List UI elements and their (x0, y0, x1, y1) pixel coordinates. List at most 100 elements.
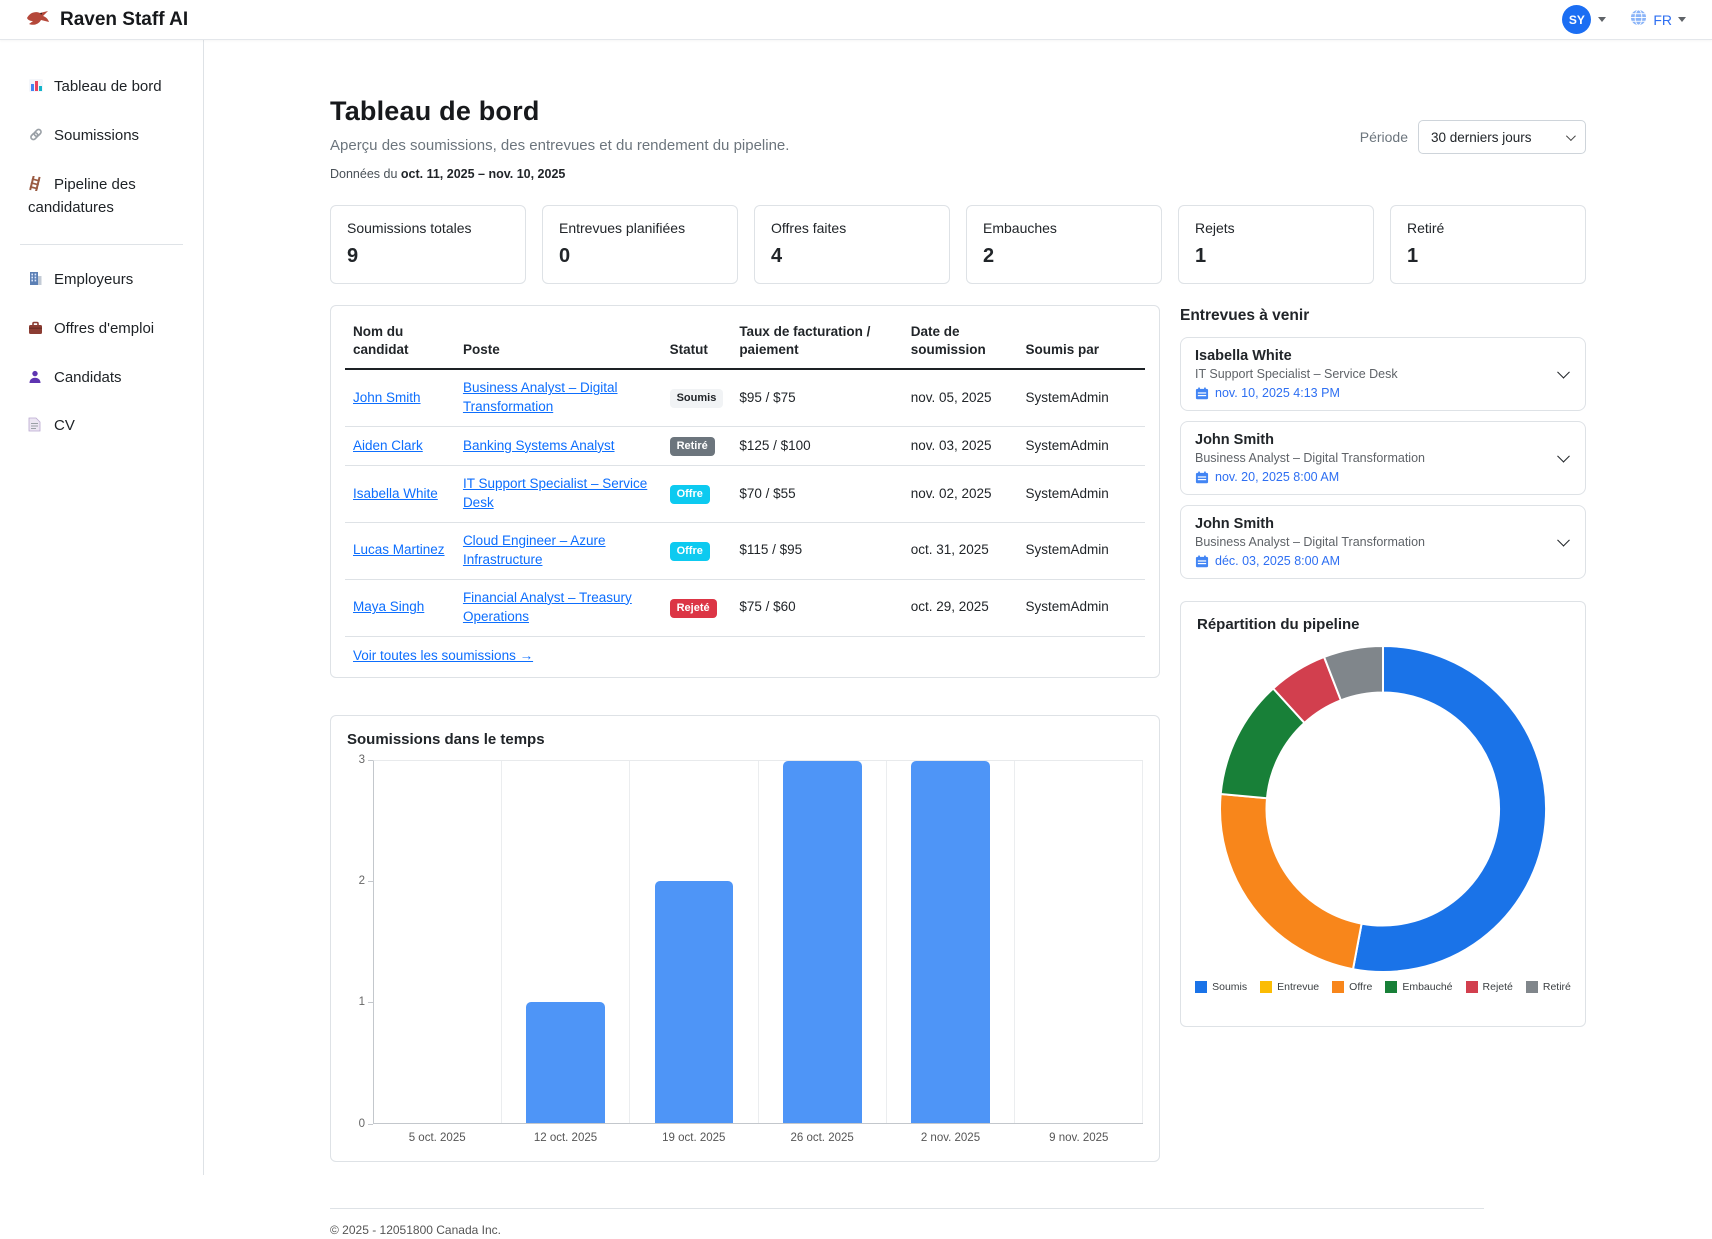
avatar[interactable]: SY (1562, 5, 1592, 34)
briefcase-icon (28, 320, 46, 342)
rate-cell: $70 / $55 (731, 465, 903, 523)
y-axis-tick-label: 0 (358, 1117, 365, 1130)
status-cell: Offre (661, 522, 732, 580)
candidate-cell: Lucas Martinez (345, 522, 455, 580)
date-cell: nov. 05, 2025 (902, 369, 1018, 428)
period-select[interactable]: 30 derniers jours (1418, 120, 1586, 154)
x-axis-tick-label: 26 oct. 2025 (790, 1131, 854, 1144)
position-cell: Banking Systems Analyst (454, 426, 662, 467)
interview-candidate-name: Isabella White (1195, 348, 1292, 364)
status-cell: Offre (661, 465, 732, 523)
stats-row: Soumissions totales 9 Entrevues planifiées… (330, 205, 1586, 284)
legend-label: Retiré (1542, 981, 1571, 993)
topbar: Raven Staff AI SY FR (0, 0, 1712, 40)
building-icon (28, 271, 46, 293)
chevron-down-icon[interactable] (1557, 365, 1570, 379)
table-row: John Smith Business Analyst – Digital Tra… (345, 369, 1145, 428)
x-axis-tick-label: 19 oct. 2025 (662, 1131, 726, 1144)
chevron-down-icon[interactable] (1557, 449, 1570, 463)
submitted-by-cell: SystemAdmin (1017, 426, 1145, 467)
interview-position: Business Analyst – Digital Transformatio… (1195, 451, 1425, 465)
donut-slice-offre: Offre: 4 (1219, 792, 1363, 971)
sidebar-item-cv[interactable]: CV (28, 415, 176, 439)
sidebar-item-pipeline[interactable]: Pipeline des candidatures (28, 174, 176, 220)
status-cell: Soumis (661, 369, 732, 428)
interview-card[interactable]: Isabella White IT Support Specialist – Se… (1180, 337, 1586, 411)
column-header: Date de soumission (902, 310, 1018, 371)
sidebar-item-label: Employeurs (54, 271, 134, 288)
candidate-link[interactable]: John Smith (353, 389, 421, 405)
sidebar-item-submissions[interactable]: Soumissions (28, 125, 176, 149)
interview-datetime: nov. 10, 2025 4:13 PM (1195, 386, 1549, 400)
position-link[interactable]: Financial Analyst – Treasury Operations (462, 589, 632, 624)
language-code[interactable]: FR (1653, 11, 1672, 28)
stat-label: Offres faites (771, 220, 847, 236)
table-body: John Smith Business Analyst – Digital Tra… (345, 369, 1145, 637)
document-icon (28, 417, 46, 439)
legend-label: Soumis (1212, 981, 1248, 993)
position-link[interactable]: Cloud Engineer – Azure Infrastructure (462, 533, 606, 567)
bar-chart-xlabels: 5 oct. 2025 12 oct. 2025 19 oct. 2025 26 oc… (373, 1132, 1143, 1144)
app-title: Raven Staff AI (60, 8, 189, 30)
sidebar-item-dashboard[interactable]: Tableau de bord (28, 76, 176, 100)
user-menu[interactable]: SY (1562, 5, 1607, 34)
interview-datetime: nov. 20, 2025 8:00 AM (1195, 470, 1549, 484)
view-all-submissions-link[interactable]: Voir toutes les soumissions → (353, 647, 534, 663)
stat-label: Retiré (1407, 220, 1445, 236)
sidebar-divider (20, 244, 183, 245)
column-header: Statut (661, 310, 732, 371)
status-cell: Rejeté (661, 579, 732, 637)
date-cell: oct. 29, 2025 (902, 579, 1018, 637)
calendar-icon (1195, 386, 1209, 400)
legend-swatch (1465, 981, 1478, 993)
interview-card[interactable]: John Smith Business Analyst – Digital Tra… (1180, 505, 1586, 579)
bar (782, 760, 862, 1123)
interview-card[interactable]: John Smith Business Analyst – Digital Tra… (1180, 421, 1586, 495)
page-title: Tableau de bord (330, 96, 540, 126)
y-axis-tick-label: 2 (358, 874, 365, 887)
sidebar-item-jobs[interactable]: Offres d'emploi (28, 318, 176, 342)
sidebar-item-candidates[interactable]: Candidats (28, 367, 176, 391)
position-cell: Business Analyst – Digital Transformatio… (454, 369, 662, 428)
stat-card-total-submissions: Soumissions totales 9 (330, 205, 526, 284)
sidebar-item-label: Pipeline des candidatures (28, 175, 136, 217)
candidate-link[interactable]: Maya Singh (353, 599, 425, 615)
candidate-cell: Aiden Clark (345, 426, 455, 467)
column-header: Nom du candidat (345, 310, 455, 371)
position-link[interactable]: IT Support Specialist – Service Desk (462, 476, 648, 511)
donut-slice-soumis: Soumis: 9 (1351, 644, 1548, 973)
legend-swatch (1195, 981, 1208, 993)
rate-cell: $115 / $95 (731, 522, 903, 580)
period-label: Période (1359, 129, 1408, 145)
bar (910, 760, 990, 1123)
legend-item-soumis: Soumis (1195, 981, 1247, 993)
chevron-down-icon[interactable] (1557, 533, 1570, 547)
legend-label: Offre (1349, 981, 1373, 993)
chevron-down-icon (1678, 17, 1686, 22)
status-badge: Offre (669, 541, 710, 561)
x-axis-tick-label: 12 oct. 2025 (533, 1131, 598, 1144)
status-cell: Retiré (661, 426, 732, 467)
legend-item-offre: Offre (1332, 981, 1372, 993)
stat-value: 0 (559, 245, 571, 267)
status-badge: Retiré (669, 437, 715, 457)
candidate-link[interactable]: Aiden Clark (353, 437, 423, 453)
submitted-by-cell: SystemAdmin (1017, 369, 1145, 428)
page-subtitle: Aperçu des soumissions, des entrevues et… (330, 137, 790, 154)
interview-candidate-name: John Smith (1195, 432, 1274, 448)
candidate-link[interactable]: Isabella White (353, 485, 438, 501)
globe-icon (1630, 8, 1647, 31)
legend-item-rejeté: Rejeté (1465, 981, 1513, 993)
submissions-card: Nom du candidat Poste Statut Taux de factur… (330, 305, 1160, 678)
stat-label: Rejets (1195, 220, 1235, 236)
table-row: Maya Singh Financial Analyst – Treasury O… (345, 579, 1145, 637)
language-menu[interactable]: FR (1630, 8, 1686, 31)
legend-label: Rejeté (1482, 981, 1513, 993)
sidebar-item-employers[interactable]: Employeurs (28, 269, 176, 293)
position-link[interactable]: Banking Systems Analyst (462, 437, 615, 453)
donut-legend: Soumis Entrevue Offre Embauché Rejeté Retiré (1195, 981, 1571, 993)
position-link[interactable]: Business Analyst – Digital Transformatio… (462, 380, 618, 415)
link-icon (28, 127, 46, 149)
eagle-icon (26, 9, 50, 31)
candidate-link[interactable]: Lucas Martinez (353, 542, 445, 558)
